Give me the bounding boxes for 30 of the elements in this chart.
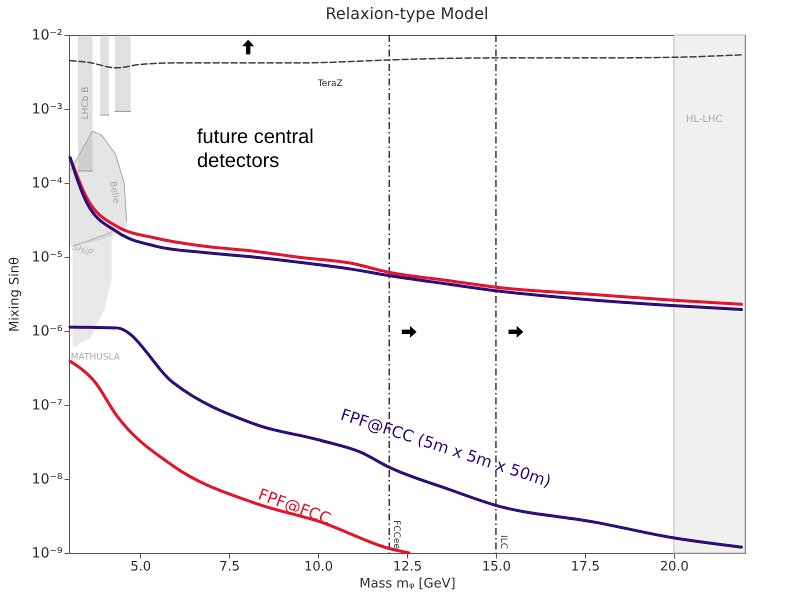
- ref-line-label: FCCee: [391, 520, 402, 550]
- text: SHiP: [70, 242, 94, 260]
- x-axis-title: Mass mᵩ [GeV]: [359, 576, 456, 592]
- y-tick-label: 10⁻²: [32, 28, 62, 44]
- y-axis-title: Mixing Sinθ: [8, 257, 23, 332]
- ref-line-label: ILC: [498, 535, 508, 549]
- text: Belle: [107, 180, 121, 205]
- x-tick-label: 17.5: [570, 560, 600, 574]
- chart-title: Relaxion-type Model: [326, 4, 488, 23]
- y-tick-label: 10⁻⁵: [32, 250, 62, 266]
- x-tick-label: 15.0: [482, 560, 511, 574]
- line-series: [69, 54, 742, 69]
- x-tick-label: 5.0: [130, 560, 151, 574]
- y-tick-label: 10⁻⁷: [32, 398, 62, 414]
- y-tick-label: 10⁻⁸: [32, 472, 63, 488]
- x-tick-label: 12.5: [393, 560, 422, 574]
- x-tick-label: 20.0: [660, 560, 689, 574]
- line-series: [68, 326, 743, 549]
- annotation: future central detectors: [197, 126, 314, 172]
- series-label: TeraZ: [316, 78, 343, 89]
- y-tick-label: 10⁻⁶: [32, 324, 63, 340]
- y-tick-label: 10⁻³: [32, 102, 62, 118]
- x-tick-label: 7.5: [219, 560, 240, 574]
- x-tick-label: 10.0: [304, 560, 334, 574]
- line-series: [70, 130, 128, 222]
- text: LHCb B: [81, 86, 92, 120]
- band-label: HL-LHC: [686, 114, 722, 125]
- annotation: MATHUSLA: [70, 352, 121, 363]
- y-tick-label: 10⁻⁴: [32, 176, 63, 192]
- y-tick-label: 10⁻⁹: [32, 546, 63, 562]
